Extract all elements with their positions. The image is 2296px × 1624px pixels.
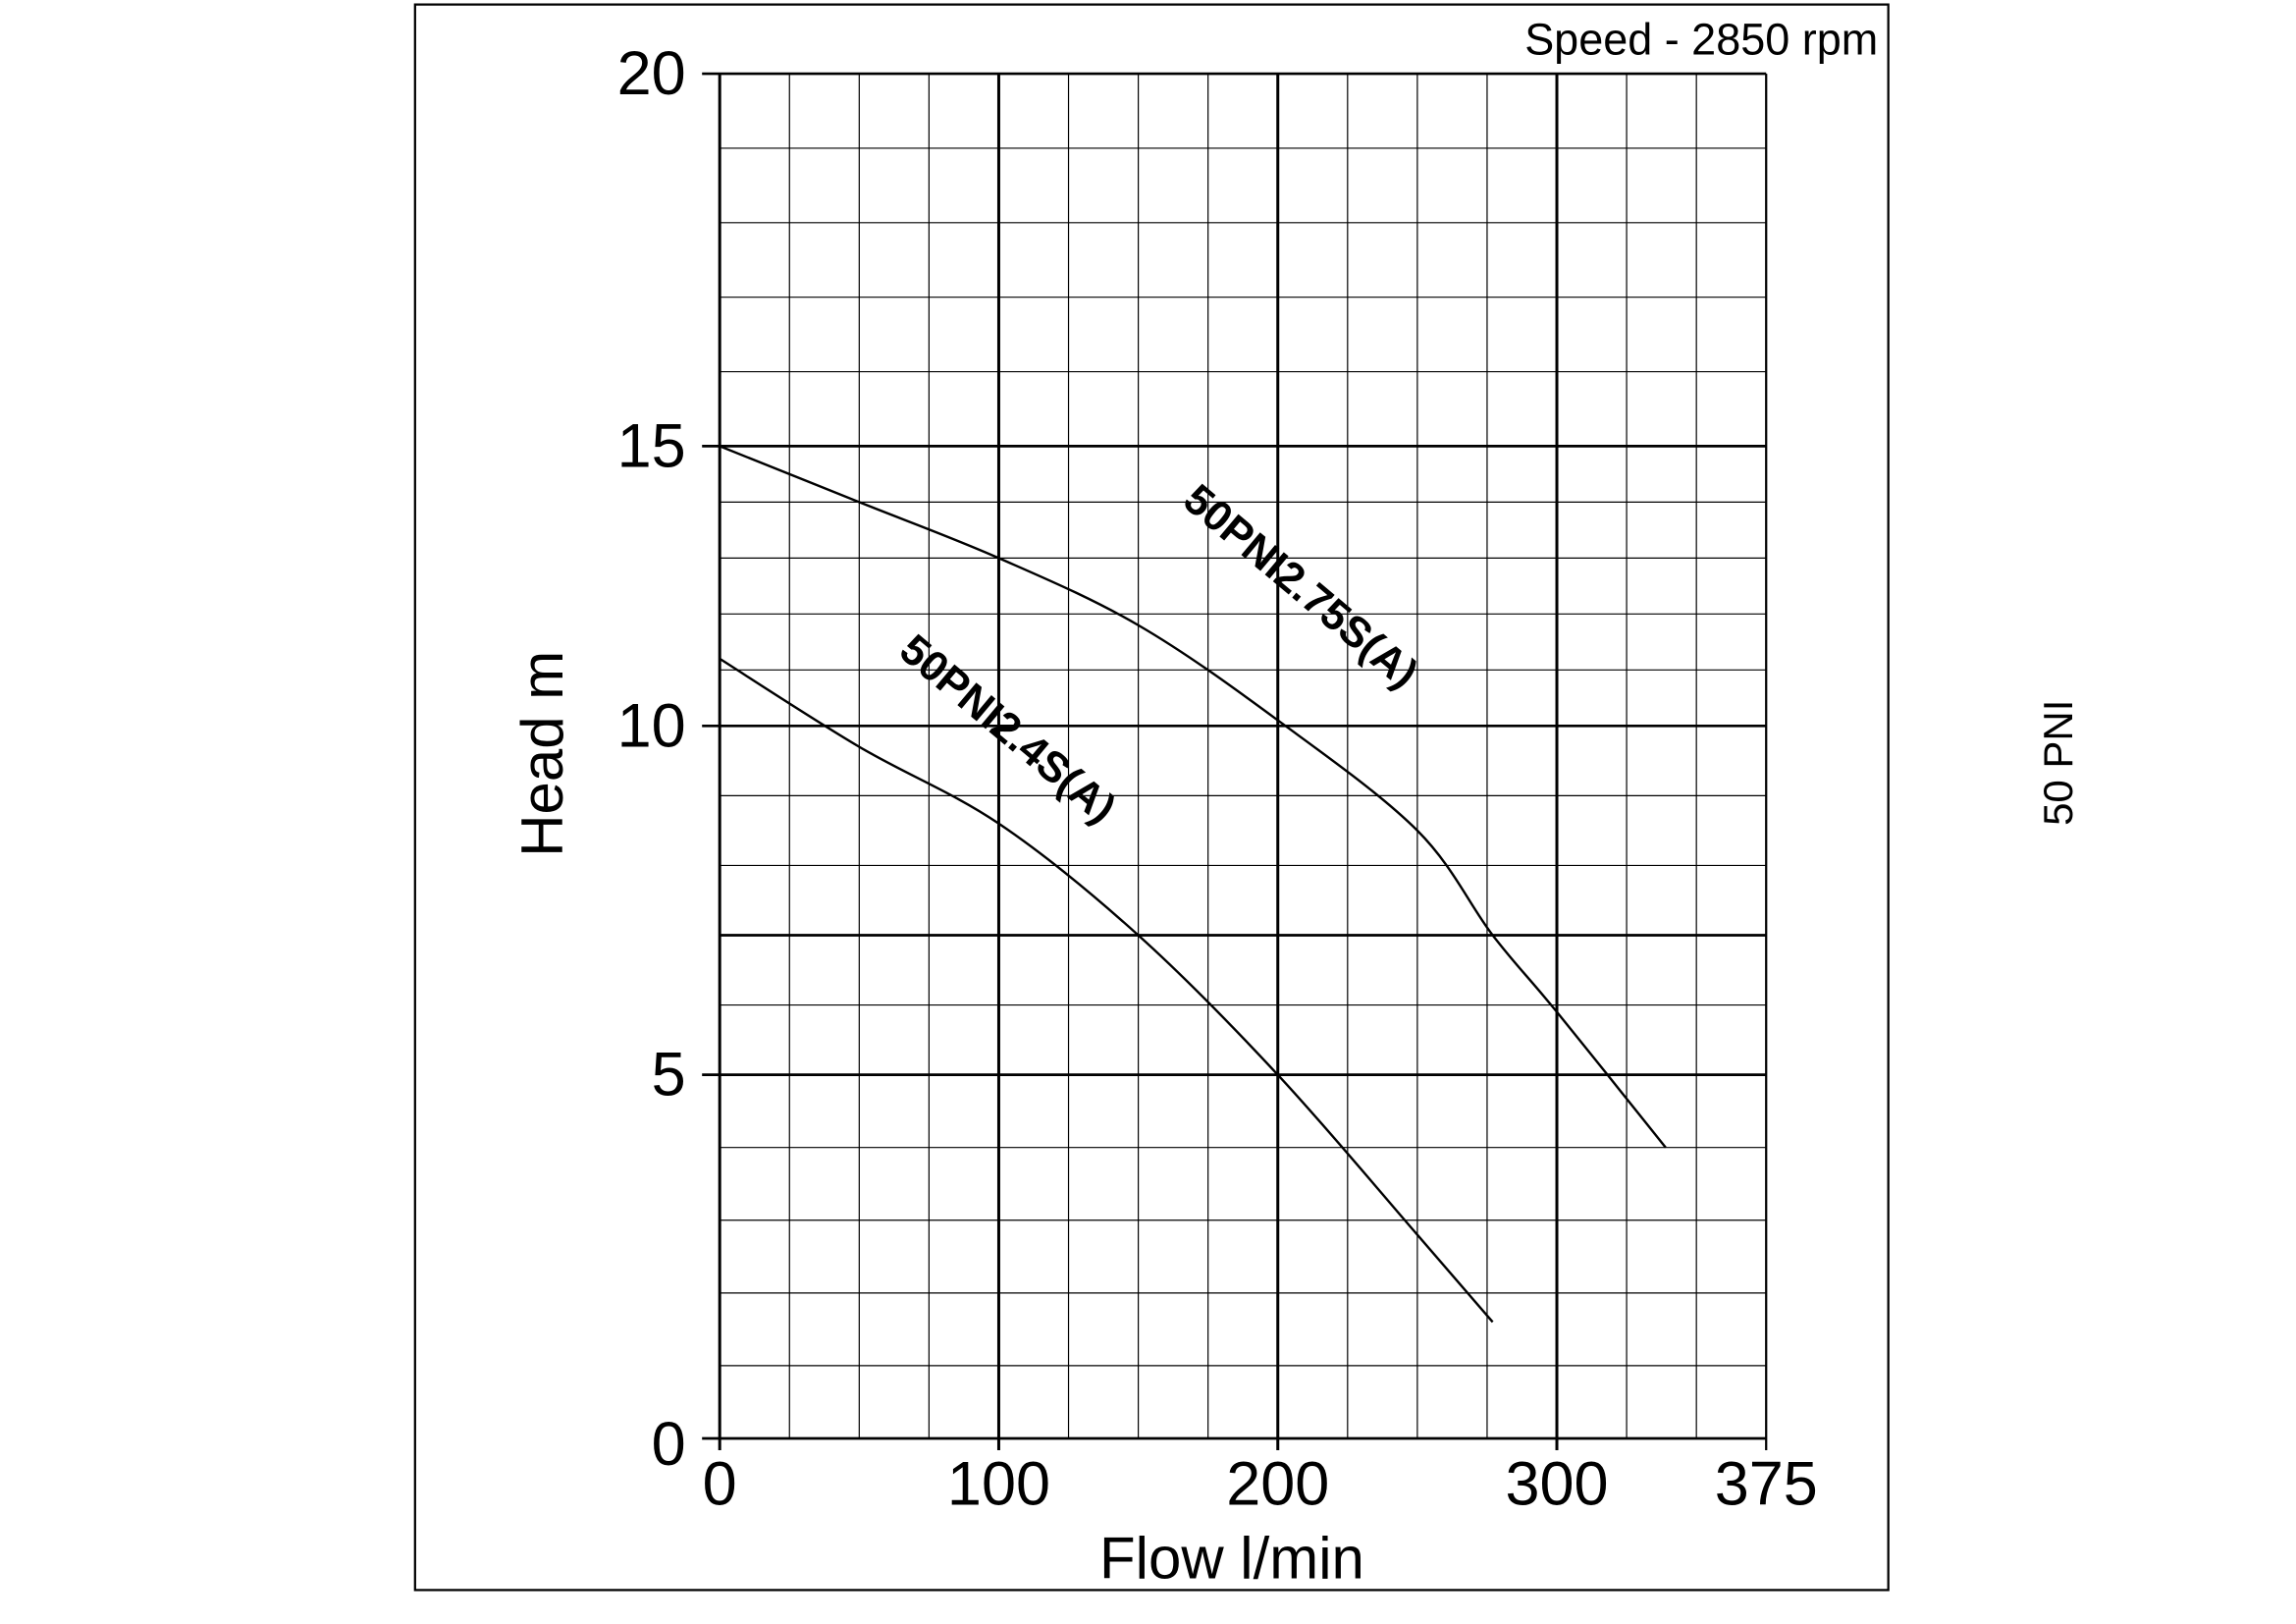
x-axis-label: Flow l/min xyxy=(1099,1525,1364,1591)
chart-frame xyxy=(413,3,1890,1592)
x-tick-label: 200 xyxy=(1226,1449,1329,1518)
x-tick-label: 375 xyxy=(1715,1449,1818,1518)
series-label-1: 50PNI2.4S(A) xyxy=(890,625,1124,833)
series-line-1 xyxy=(719,657,1494,1324)
series-label-2: 50PNI2.75S(A) xyxy=(1175,475,1427,697)
x-tick-label: 0 xyxy=(703,1449,737,1518)
y-tick-label: 20 xyxy=(617,39,686,108)
speed-annotation: Speed - 2850 rpm xyxy=(1524,15,1878,65)
x-tick-label: 300 xyxy=(1505,1449,1608,1518)
series-line-2 xyxy=(719,445,1667,1149)
y-tick-label: 0 xyxy=(652,1410,686,1479)
y-tick-label: 10 xyxy=(617,691,686,760)
y-axis-label: Head m xyxy=(509,651,575,857)
x-tick-label: 100 xyxy=(947,1449,1050,1518)
grid xyxy=(702,72,1768,1450)
curves: 50PNI2.4S(A)50PNI2.75S(A) xyxy=(719,445,1667,1324)
y-tick-label: 15 xyxy=(617,411,686,480)
side-label: 50 PNI xyxy=(2035,700,2081,826)
y-tick-label: 5 xyxy=(652,1041,686,1110)
